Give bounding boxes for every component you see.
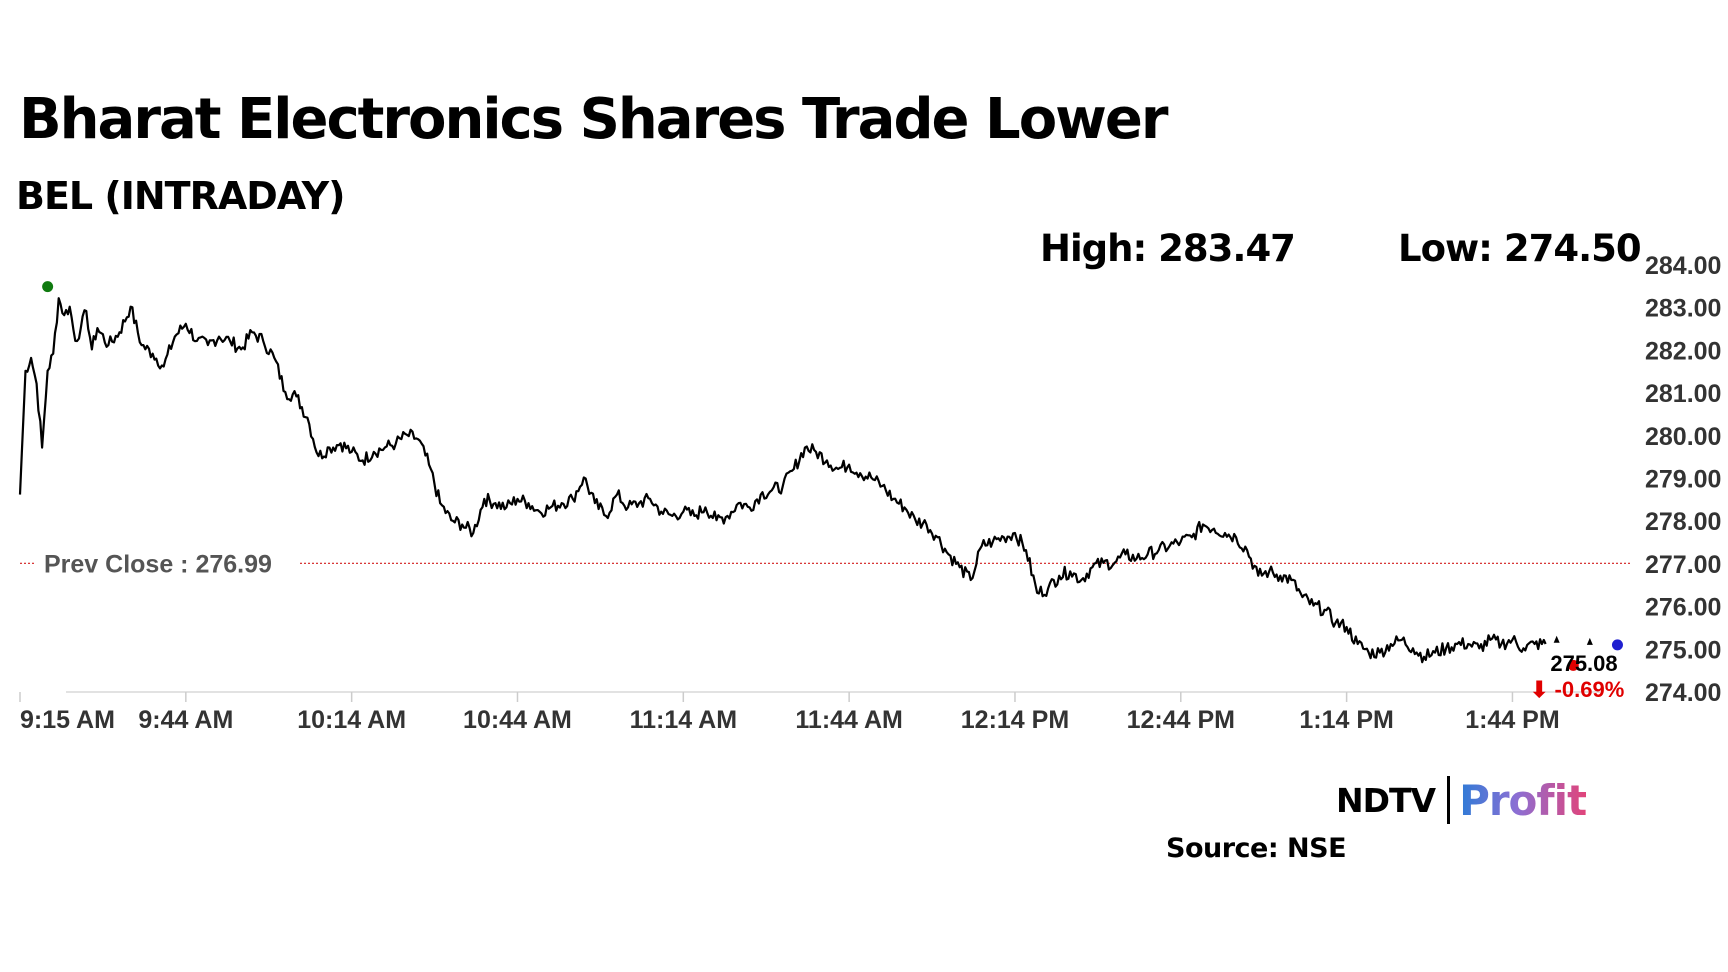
source-note: Source: NSE: [1166, 833, 1347, 864]
x-tick-label: 1:14 PM: [1299, 706, 1393, 734]
y-tick-label: 277.00: [1645, 551, 1721, 579]
chart-subtitle: BEL (INTRADAY): [16, 174, 345, 218]
y-tick-label: 275.00: [1645, 636, 1721, 664]
x-axis: 9:15 AM 9:44 AM 10:14 AM 10:44 AM 11:14 AM 11…: [19, 691, 1600, 734]
chart-title: Bharat Electronics Shares Trade Lower: [19, 87, 1168, 152]
y-tick-label: 278.00: [1645, 508, 1721, 536]
tail-mark: [1586, 637, 1593, 645]
y-tick-label: 276.00: [1645, 594, 1721, 622]
prev-close-line-group: Prev Close : 276.99: [20, 550, 1630, 578]
y-tick-label: 283.00: [1645, 295, 1721, 323]
ndtv-profit-logo: NDTV Profit: [1336, 775, 1587, 825]
high-value: High: 283.47: [1040, 227, 1296, 270]
y-tick-label: 284.00: [1645, 252, 1721, 280]
high-marker: [42, 281, 54, 293]
x-tick-label: 12:44 PM: [1127, 706, 1235, 734]
x-tick-label: 11:44 AM: [795, 706, 902, 734]
y-tick-label: 279.00: [1645, 466, 1721, 494]
current-marker: [1611, 639, 1623, 651]
change-label: ⬇ -0.69%: [1530, 677, 1624, 702]
last-marker: [1567, 659, 1579, 671]
x-tick-label: 9:44 AM: [138, 706, 233, 734]
y-axis: 284.00 283.00 282.00 281.00 280.00 279.00 278.…: [1645, 252, 1721, 707]
x-tick-label: 10:44 AM: [463, 706, 572, 734]
y-tick-label: 282.00: [1645, 337, 1721, 365]
chart-markers: [42, 281, 1623, 671]
last-price-label: 275.08: [1550, 651, 1617, 676]
logo-ndtv-text: NDTV: [1336, 780, 1436, 820]
logo-profit-text: Profit: [1459, 775, 1587, 825]
prev-close-label: Prev Close : 276.99: [44, 550, 272, 578]
y-tick-label: 281.00: [1645, 380, 1721, 408]
y-tick-label: 280.00: [1645, 423, 1721, 451]
price-series: [18, 297, 1547, 664]
tail-mark: [1553, 635, 1560, 643]
y-tick-label: 274.00: [1645, 679, 1721, 707]
logo-divider: [1447, 776, 1451, 824]
x-tick-label: 11:14 AM: [630, 706, 737, 734]
x-tick-label: 1:44 PM: [1465, 706, 1559, 734]
low-value: Low: 274.50: [1398, 227, 1642, 270]
x-tick-label: 10:14 AM: [297, 706, 406, 734]
x-tick-label: 12:14 PM: [961, 706, 1069, 734]
price-line: [18, 297, 1547, 664]
chart-labels: 275.08⬇ -0.69%: [1530, 651, 1624, 702]
x-tick-label: 9:15 AM: [20, 706, 115, 734]
